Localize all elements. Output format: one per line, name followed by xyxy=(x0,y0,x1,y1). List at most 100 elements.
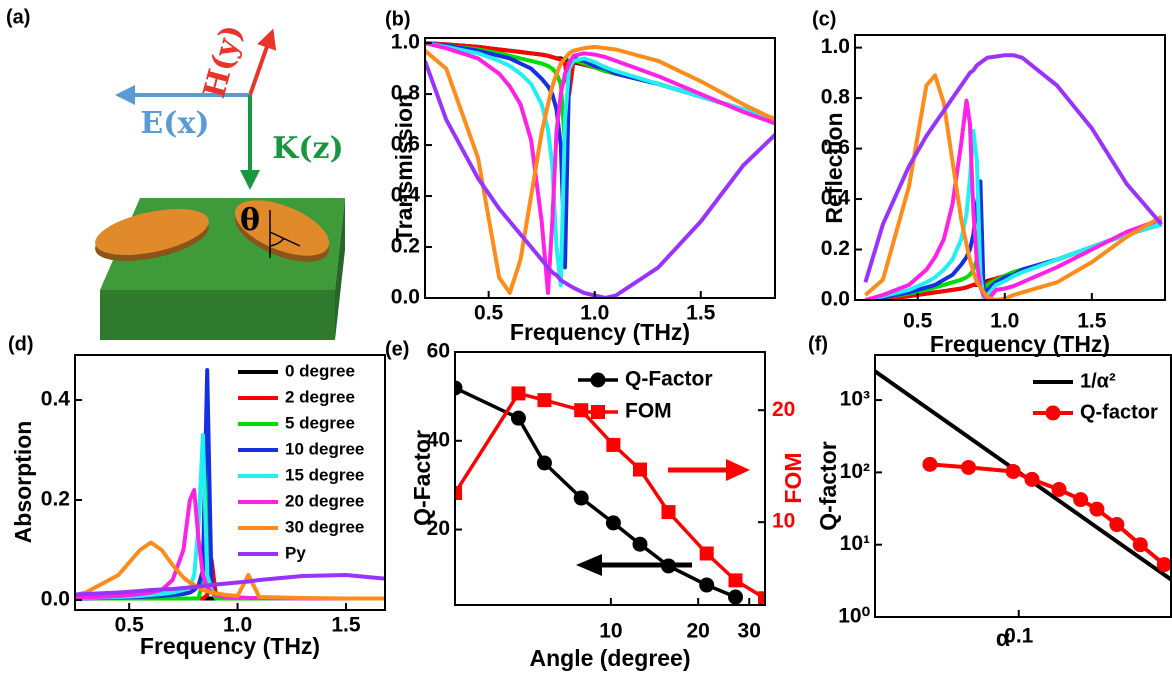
panel-label: (e) xyxy=(385,338,409,360)
x-axis-label: α xyxy=(996,625,1010,651)
x-tick-label: 0.5 xyxy=(903,310,933,333)
x-tick-label: 20 xyxy=(686,620,709,643)
legend: Q-Factor FOM xyxy=(578,368,713,423)
data-point xyxy=(1052,482,1067,497)
panel-label: (f) xyxy=(808,333,828,355)
plot-area xyxy=(448,380,773,605)
y2-tick-label: 10 xyxy=(772,510,795,533)
series-line xyxy=(865,55,1161,282)
data-point xyxy=(1006,464,1021,479)
x-tick-label: 1.5 xyxy=(1077,310,1107,333)
y-tick-label: 0.0 xyxy=(41,588,70,611)
data-point xyxy=(1133,537,1148,552)
panel-label: (b) xyxy=(385,8,411,30)
plot-frame xyxy=(425,38,775,298)
data-point xyxy=(699,578,714,593)
y-axis-label: Q-factor xyxy=(815,441,841,531)
data-point xyxy=(574,491,589,506)
legend-label: FOM xyxy=(625,400,672,423)
data-point xyxy=(511,386,525,400)
legend-label: 2 degree xyxy=(285,387,355,406)
y-tick-label: 0.2 xyxy=(821,237,850,260)
legend-label: 30 degree xyxy=(285,517,364,536)
data-point xyxy=(1089,502,1104,517)
h-label: H(y) xyxy=(197,21,250,102)
legend-marker xyxy=(591,373,606,388)
data-point xyxy=(661,505,675,519)
legend-label: 5 degree xyxy=(285,413,355,432)
y-tick-label: 60 xyxy=(427,340,450,363)
series-line xyxy=(64,370,433,599)
figure: (a) θ H(y) E(x) K(z) 0.5 1.0 1.5 0.0 0.2 0.4 0… xyxy=(0,0,1172,672)
angle-symbol: θ xyxy=(240,203,260,238)
data-point xyxy=(632,537,647,552)
chart-panel: 0.51.01.50.00.20.4(d)Frequency (THz)Abso… xyxy=(8,333,433,659)
x-tick-label: 1.0 xyxy=(990,310,1019,333)
x-tick-label: 1.5 xyxy=(686,302,716,325)
legend-label: 0 degree xyxy=(285,361,355,380)
h-arrow xyxy=(250,38,270,95)
y-tick-label: 10³ xyxy=(840,388,870,411)
data-point xyxy=(1024,472,1039,487)
y-axis-label: Reflection xyxy=(821,112,847,223)
y-axis-label: Q-Factor xyxy=(409,430,435,526)
plot-frame xyxy=(875,355,1171,617)
page: {"diagram": {"label": "(a)", "h_field": … xyxy=(0,0,1172,672)
series-line xyxy=(865,131,1161,300)
legend-label: Q-Factor xyxy=(625,368,713,391)
y-tick-label: 10² xyxy=(840,460,870,483)
data-point xyxy=(661,558,676,573)
series-line xyxy=(865,75,1161,300)
diagram-panel: (a) θ H(y) E(x) K(z) xyxy=(6,6,345,340)
data-point xyxy=(1157,557,1172,572)
substrate-front xyxy=(100,290,335,340)
x-tick-label: 1.5 xyxy=(331,614,361,637)
series-line xyxy=(64,543,433,599)
x-axis-label: Angle (degree) xyxy=(529,645,690,671)
legend-label: 15 degree xyxy=(285,465,364,484)
legend-label: 20 degree xyxy=(285,491,364,510)
panel-label: (c) xyxy=(812,8,836,30)
data-point xyxy=(1109,517,1124,532)
y-tick-label: 1.0 xyxy=(821,35,850,58)
y-tick-label: 0.8 xyxy=(821,86,851,109)
data-point xyxy=(728,590,743,605)
legend-label: Py xyxy=(285,543,306,562)
legend-label: 10 degree xyxy=(285,439,364,458)
x-tick-label: 30 xyxy=(738,620,761,643)
e-label: E(x) xyxy=(140,106,209,141)
legend: 0 degree 2 degree 5 degree 10 degree 15 degr… xyxy=(238,361,364,562)
y-axis-label: Transmission xyxy=(391,94,417,242)
y-tick-label: 0.0 xyxy=(821,288,850,311)
legend-marker xyxy=(1046,406,1061,421)
data-point xyxy=(606,438,620,452)
x-tick-label: 10 xyxy=(599,620,622,643)
y2-axis-label: FOM xyxy=(780,452,806,503)
x-tick-label: 0.5 xyxy=(474,302,504,325)
panel-label: (a) xyxy=(6,6,30,28)
plot-area xyxy=(865,55,1161,300)
data-point xyxy=(633,463,647,477)
y-tick-label: 1.0 xyxy=(391,31,420,54)
arrow-head xyxy=(576,554,602,576)
y-tick-label: 0.4 xyxy=(41,388,71,411)
data-point xyxy=(511,411,526,426)
y-tick-label: 0.0 xyxy=(391,286,420,309)
data-point xyxy=(537,455,552,470)
series-line xyxy=(425,47,786,293)
data-point xyxy=(574,403,588,417)
x-axis-label: Frequency (THz) xyxy=(510,319,690,345)
series-line xyxy=(865,101,1161,300)
plot-area xyxy=(64,370,433,599)
x-axis-label: Frequency (THz) xyxy=(930,331,1110,357)
panel-label: (d) xyxy=(8,333,34,355)
data-point xyxy=(729,573,743,587)
data-point xyxy=(961,460,976,475)
data-point xyxy=(537,393,551,407)
legend-marker xyxy=(591,405,605,419)
data-point xyxy=(922,457,937,472)
